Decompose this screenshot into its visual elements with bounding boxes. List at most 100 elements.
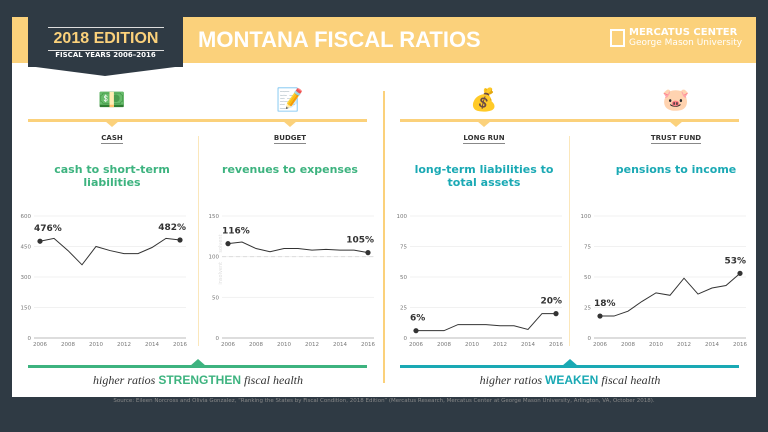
cash-coins-icon: 💵 bbox=[98, 88, 126, 113]
x-tick-label: 2016 bbox=[733, 342, 747, 348]
logo-mark-icon bbox=[610, 29, 625, 47]
edition-label: 2018 EDITION bbox=[48, 27, 164, 51]
panel-label-text: LONG RUN bbox=[463, 134, 505, 144]
section-notch bbox=[105, 121, 119, 127]
y-tick-label: 75 bbox=[584, 245, 591, 251]
logo-line2: George Mason University bbox=[629, 38, 743, 48]
start-point bbox=[225, 241, 231, 247]
x-tick-label: 2010 bbox=[89, 342, 103, 348]
x-tick-label: 2012 bbox=[493, 342, 507, 348]
y-tick-label: 600 bbox=[21, 214, 32, 220]
end-value-label: 20% bbox=[540, 297, 562, 307]
section-notch bbox=[477, 121, 491, 127]
x-tick-label: 2014 bbox=[333, 342, 347, 348]
x-tick-label: 2014 bbox=[705, 342, 719, 348]
source-citation: Source: Eileen Norcross and Olivia Gonza… bbox=[113, 398, 655, 404]
y-tick-label: 50 bbox=[584, 275, 591, 281]
end-point bbox=[553, 311, 559, 317]
y-tick-label: 0 bbox=[216, 336, 220, 342]
panel-label: CASH bbox=[52, 134, 172, 144]
start-value-label: 476% bbox=[34, 224, 62, 234]
y-tick-label: 75 bbox=[400, 245, 407, 251]
logo-line1: MERCATUS CENTER bbox=[629, 27, 738, 38]
y-tick-label: 150 bbox=[21, 306, 32, 312]
x-tick-label: 2016 bbox=[361, 342, 375, 348]
x-tick-label: 2012 bbox=[305, 342, 319, 348]
start-value-label: 6% bbox=[410, 314, 425, 324]
edition-tab-point bbox=[28, 66, 183, 76]
y-tick-label: 450 bbox=[21, 245, 32, 251]
x-tick-label: 2016 bbox=[549, 342, 563, 348]
section-divider-left bbox=[28, 119, 367, 122]
data-line bbox=[416, 313, 556, 332]
x-tick-label: 2016 bbox=[173, 342, 187, 348]
x-tick-label: 2008 bbox=[61, 342, 75, 348]
piggy-bank-icon: 🐷 bbox=[662, 88, 690, 113]
line-chart: 0 25 50 75 100 2006 2008 2010 2012 2014 2016 6% 20% bbox=[397, 214, 564, 348]
x-tick-label: 2006 bbox=[593, 342, 607, 348]
section-notch bbox=[283, 121, 297, 127]
x-tick-label: 2006 bbox=[33, 342, 47, 348]
panel-subtitle: long-term liabilities to total assets bbox=[414, 163, 554, 189]
insolvent-annotation: insolvent bbox=[218, 262, 224, 285]
start-point bbox=[413, 328, 419, 334]
start-value-label: 18% bbox=[594, 299, 616, 309]
end-point bbox=[737, 270, 743, 276]
weaken-notch bbox=[562, 359, 578, 366]
end-point bbox=[365, 250, 371, 256]
tag-text: higher ratios bbox=[479, 373, 542, 387]
y-tick-label: 0 bbox=[28, 336, 32, 342]
x-tick-label: 2008 bbox=[249, 342, 263, 348]
start-value-label: 116% bbox=[222, 227, 250, 237]
end-value-label: 105% bbox=[346, 236, 374, 246]
panel-divider bbox=[569, 136, 570, 346]
y-tick-label: 50 bbox=[400, 275, 407, 281]
y-tick-label: 150 bbox=[209, 214, 220, 220]
fiscal-years: FISCAL YEARS 2006–2016 bbox=[55, 51, 156, 59]
end-point bbox=[177, 237, 183, 243]
x-tick-label: 2014 bbox=[145, 342, 159, 348]
tag-text: fiscal health bbox=[244, 373, 303, 387]
x-tick-label: 2008 bbox=[621, 342, 635, 348]
y-tick-label: 100 bbox=[397, 214, 408, 220]
x-tick-label: 2014 bbox=[521, 342, 535, 348]
y-tick-label: 0 bbox=[588, 336, 592, 342]
x-tick-label: 2010 bbox=[465, 342, 479, 348]
y-tick-label: 25 bbox=[584, 306, 591, 312]
panel-label-text: CASH bbox=[101, 134, 123, 144]
data-line bbox=[227, 241, 369, 254]
panel-divider bbox=[198, 136, 199, 346]
x-tick-label: 2012 bbox=[117, 342, 131, 348]
section-divider-right bbox=[400, 119, 739, 122]
data-line bbox=[600, 272, 741, 317]
panel-label: TRUST FUND bbox=[616, 134, 736, 144]
solvent-annotation: solvent bbox=[218, 234, 224, 252]
weaken-tagline: higher ratios WEAKEN fiscal health bbox=[400, 373, 740, 388]
edition-tab bbox=[28, 17, 183, 67]
x-tick-label: 2010 bbox=[649, 342, 663, 348]
tag-key: WEAKEN bbox=[545, 373, 599, 387]
y-tick-label: 100 bbox=[209, 255, 220, 261]
strengthen-notch bbox=[190, 359, 206, 366]
tag-key: STRENGTHEN bbox=[158, 373, 241, 387]
panel-label: BUDGET bbox=[230, 134, 350, 144]
end-value-label: 482% bbox=[158, 223, 186, 233]
panel-label-text: TRUST FUND bbox=[650, 134, 702, 144]
tag-text: fiscal health bbox=[601, 373, 661, 387]
x-tick-label: 2012 bbox=[677, 342, 691, 348]
x-tick-label: 2006 bbox=[409, 342, 423, 348]
line-chart: 0 50 100 150 2006 2008 2010 2012 2014 2016 solvent… bbox=[209, 214, 376, 348]
y-tick-label: 100 bbox=[581, 214, 592, 220]
panel-label: LONG RUN bbox=[424, 134, 544, 144]
panel-subtitle: revenues to expenses bbox=[222, 163, 358, 176]
line-chart: 0 25 50 75 100 2006 2008 2010 2012 2014 2016 18% 53% bbox=[581, 214, 748, 348]
section-notch bbox=[669, 121, 683, 127]
y-tick-label: 0 bbox=[404, 336, 408, 342]
page-title: MONTANA FISCAL RATIOS bbox=[198, 27, 481, 52]
strengthen-tagline: higher ratios STRENGTHEN fiscal health bbox=[28, 373, 368, 388]
y-tick-label: 25 bbox=[400, 306, 407, 312]
x-tick-label: 2008 bbox=[437, 342, 451, 348]
line-chart: 0 150 300 450 600 2006 2008 2010 2012 2014 2016 476… bbox=[21, 214, 188, 348]
strengthen-line bbox=[28, 365, 367, 368]
panel-subtitle: pensions to income bbox=[615, 163, 737, 176]
